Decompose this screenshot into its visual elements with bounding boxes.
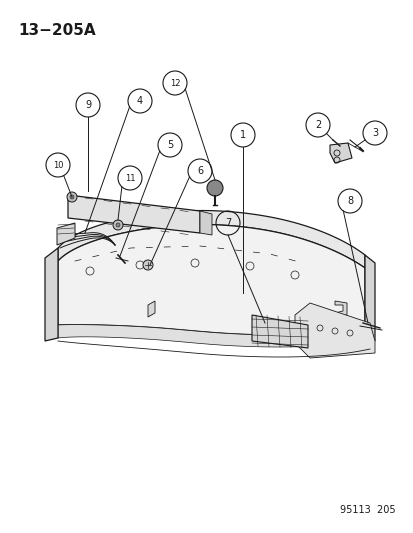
Circle shape [206, 180, 223, 196]
Text: 2: 2 [314, 120, 320, 130]
Polygon shape [334, 301, 346, 317]
Polygon shape [58, 325, 364, 347]
Polygon shape [45, 248, 58, 341]
Text: 12: 12 [169, 78, 180, 87]
Text: 9: 9 [85, 100, 91, 110]
Polygon shape [329, 143, 351, 163]
Text: 3: 3 [371, 128, 377, 138]
Polygon shape [58, 224, 364, 335]
Circle shape [116, 223, 120, 227]
Text: 5: 5 [166, 140, 173, 150]
Text: 10: 10 [52, 160, 63, 169]
Text: 13−205A: 13−205A [18, 23, 95, 38]
Circle shape [67, 192, 77, 202]
Text: 4: 4 [137, 96, 143, 106]
Polygon shape [57, 223, 75, 245]
Polygon shape [154, 293, 334, 317]
Polygon shape [68, 195, 199, 233]
Polygon shape [58, 211, 364, 268]
Text: 6: 6 [197, 166, 202, 176]
Text: 8: 8 [346, 196, 352, 206]
Text: 95113  205: 95113 205 [339, 505, 395, 515]
Polygon shape [364, 255, 374, 341]
Circle shape [142, 260, 153, 270]
Polygon shape [294, 303, 374, 358]
Polygon shape [252, 315, 307, 348]
Circle shape [113, 220, 123, 230]
Text: 11: 11 [124, 174, 135, 182]
Text: 1: 1 [240, 130, 245, 140]
Polygon shape [199, 211, 211, 235]
Polygon shape [147, 301, 154, 317]
Circle shape [70, 195, 74, 199]
Text: 7: 7 [224, 218, 230, 228]
